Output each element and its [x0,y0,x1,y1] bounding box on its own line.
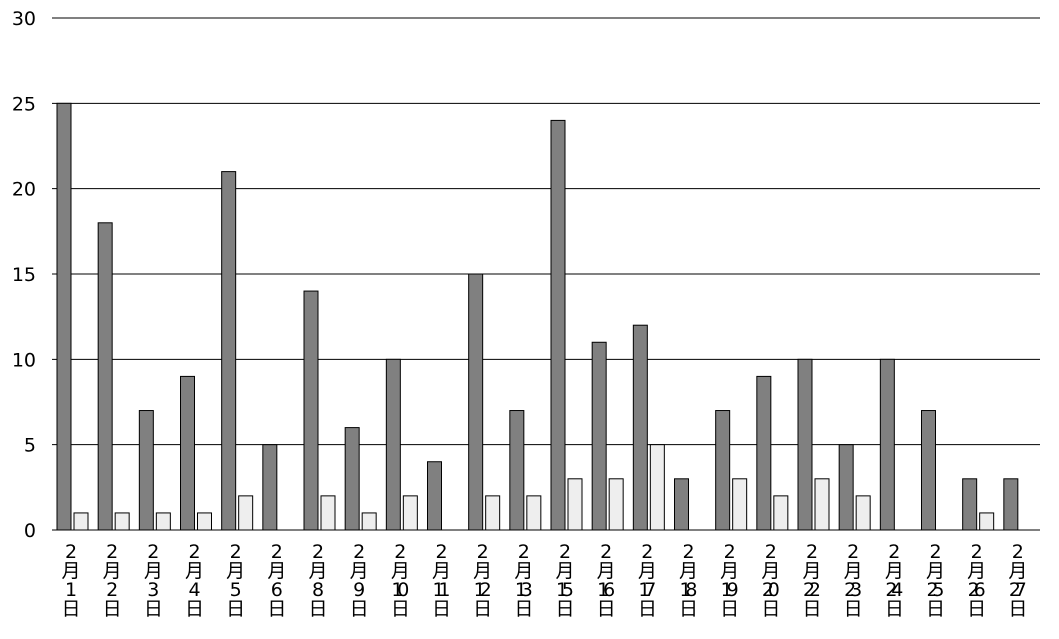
bar [344,427,360,531]
x-tick-label: 2 月 18 日 [679,541,698,620]
bar [649,444,665,531]
y-tick-label: 20 [12,179,36,201]
x-tick-label: 2 月 12 日 [473,541,492,620]
bar [921,410,936,531]
y-tick-label: 30 [12,8,36,30]
x-tick-label: 2 月 23 日 [844,541,863,620]
bar [385,358,401,531]
y-tick-label: 15 [12,264,36,286]
bar [526,495,542,531]
bar [855,495,871,531]
x-tick-label: 2 月 13 日 [514,541,533,620]
x-tick-label: 2 月 10 日 [391,541,410,620]
bar [838,444,854,531]
x-tick-label: 2 月 15 日 [555,541,574,620]
bar [221,171,237,531]
bar [56,102,72,531]
bar [73,512,89,531]
bar [138,410,154,531]
y-tick-label: 10 [12,349,36,371]
bar [303,290,319,531]
bar [114,512,130,531]
bar [485,495,501,531]
bar [550,119,566,531]
bar [814,478,830,531]
bar [608,478,624,531]
bar [1003,478,1019,531]
bar [567,478,583,531]
bar [180,375,195,531]
bar [262,444,278,531]
x-tick-label: 2 月 26 日 [967,541,986,620]
bar [715,410,731,531]
bar [732,478,748,531]
bar [402,495,418,531]
bar [979,512,995,531]
bar [509,410,525,531]
bar [756,375,772,531]
bar [797,358,813,531]
bar [879,358,895,531]
x-tick-label: 2 月 24 日 [885,541,904,620]
x-tick-label: 2 月 19 日 [720,541,739,620]
bar [97,222,113,531]
y-tick-label: 0 [24,520,36,542]
bar [197,512,212,531]
bar [361,512,377,531]
x-tick-label: 2 月 25 日 [926,541,945,620]
bar [591,341,607,531]
x-tick-label: 2 月 20 日 [761,541,780,620]
bar [674,478,689,531]
x-tick-label: 2 月 11 日 [432,541,451,620]
bar [468,273,484,531]
x-tick-label: 2 月 16 日 [597,541,616,620]
x-tick-label: 2 月 17 日 [638,541,657,620]
bar [155,512,171,531]
y-tick-label: 5 [24,435,36,457]
y-tick-label: 25 [12,93,36,115]
x-tick-label: 2 月 22 日 [802,541,821,620]
bar [632,324,648,531]
bar [238,495,254,531]
bar [962,478,978,531]
bar [427,461,442,531]
bar [320,495,336,531]
bar [773,495,789,531]
x-tick-label: 2 月 27 日 [1008,541,1027,620]
